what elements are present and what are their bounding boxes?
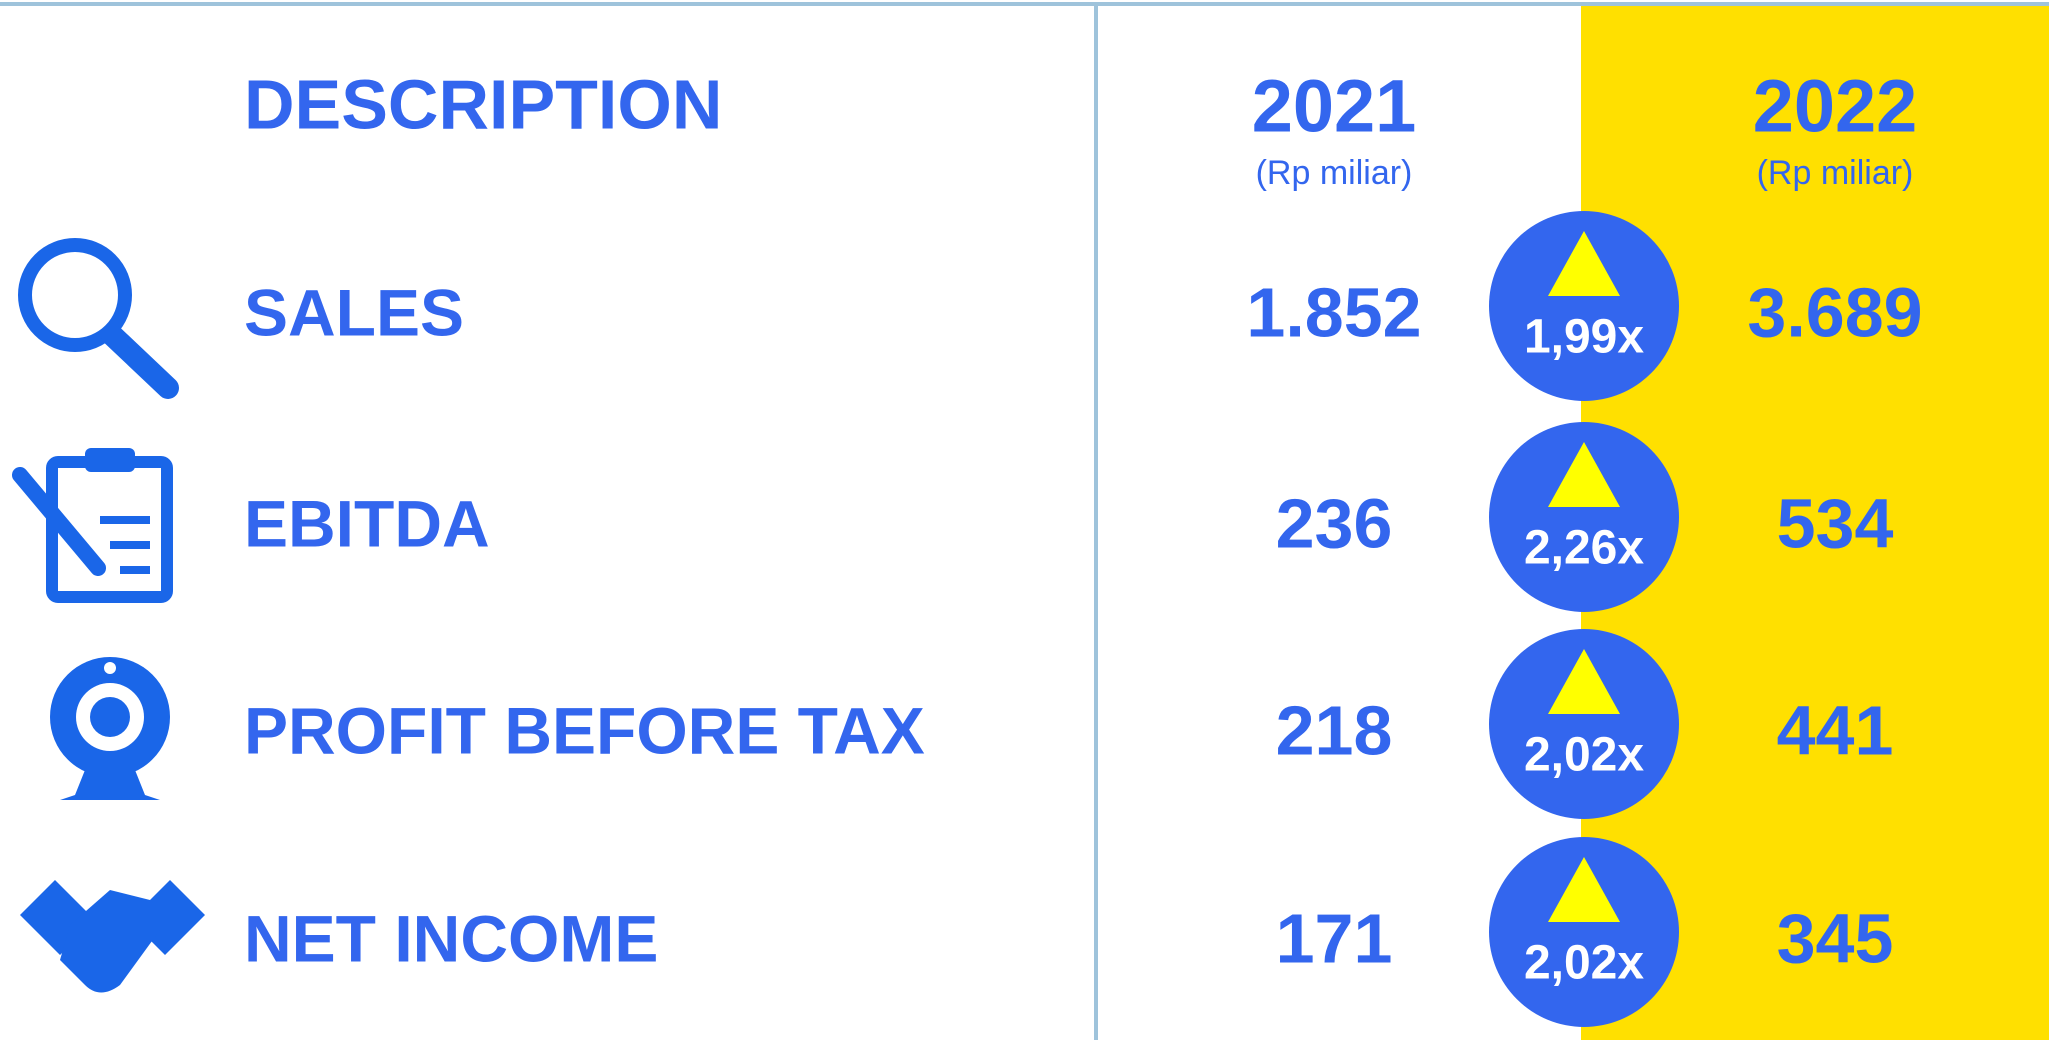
- growth-label: 2,26x: [1524, 522, 1644, 575]
- year-header: 2022: [1753, 65, 1918, 148]
- up-arrow: [1548, 231, 1620, 296]
- up-arrow: [1548, 442, 1620, 507]
- row-label: EBITDA: [244, 486, 490, 560]
- description-header: DESCRIPTION: [244, 65, 722, 143]
- clipboard-icon: [12, 448, 173, 603]
- handshake-icon: [20, 880, 205, 993]
- growth-label: 1,99x: [1524, 311, 1644, 364]
- row-label: SALES: [244, 275, 464, 349]
- value-2022: 3.689: [1747, 273, 1922, 351]
- growth-badge: [1489, 422, 1679, 612]
- value-2021: 218: [1276, 691, 1393, 769]
- growth-badge: [1489, 837, 1679, 1027]
- up-arrow: [1548, 649, 1620, 714]
- search-icon: [18, 238, 179, 399]
- row-label: PROFIT BEFORE TAX: [244, 693, 925, 767]
- unit-label: (Rp miliar): [1757, 154, 1914, 192]
- up-arrow: [1548, 857, 1620, 922]
- value-2022: 345: [1777, 899, 1894, 977]
- value-2021: 236: [1276, 484, 1393, 562]
- value-2022: 534: [1777, 484, 1894, 562]
- value-2021: 171: [1276, 899, 1393, 977]
- unit-label: (Rp miliar): [1256, 154, 1413, 192]
- value-2021: 1.852: [1246, 273, 1421, 351]
- growth-label: 2,02x: [1524, 937, 1644, 990]
- row-label: NET INCOME: [244, 901, 658, 975]
- webcam-icon: [50, 657, 170, 800]
- growth-label: 2,02x: [1524, 729, 1644, 782]
- year-header: 2021: [1252, 65, 1417, 148]
- value-2022: 441: [1777, 691, 1894, 769]
- growth-badge: [1489, 211, 1679, 401]
- growth-badge: [1489, 629, 1679, 819]
